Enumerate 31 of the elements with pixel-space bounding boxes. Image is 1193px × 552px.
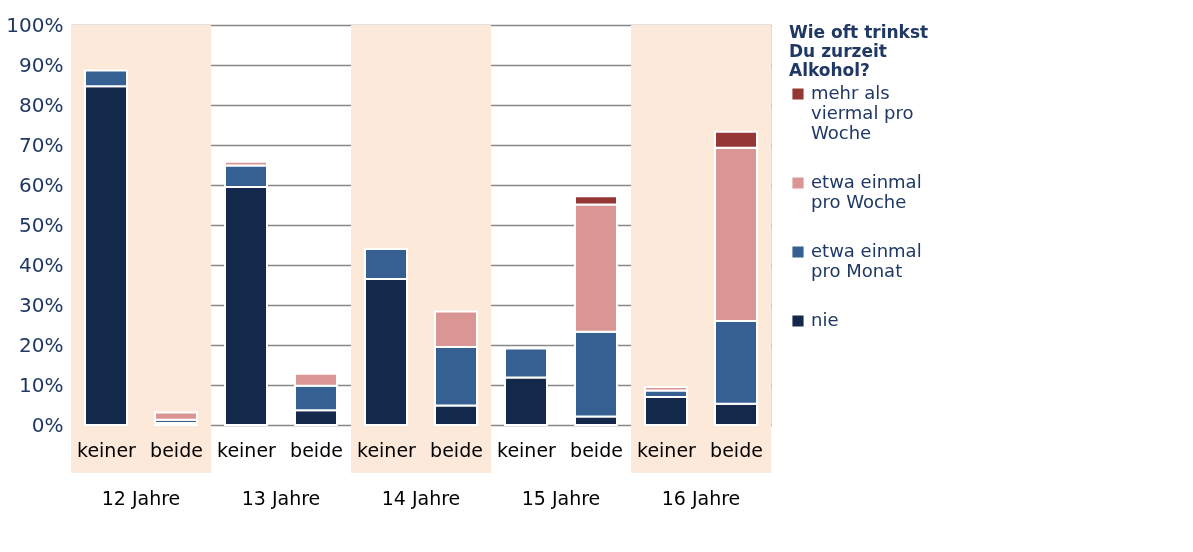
text: 16 Jahre <box>661 487 741 509</box>
text: 13 Jahre <box>241 487 321 509</box>
y-tick-label: 0% <box>31 412 64 437</box>
y-tick-label: 90% <box>19 52 64 77</box>
x-tick-label: keiner <box>497 438 557 461</box>
x-tick-label: beide <box>710 438 763 461</box>
y-tick-label: 50% <box>19 212 64 237</box>
y-tick-label: 30% <box>19 292 64 317</box>
x-tick-label: beide <box>150 438 203 461</box>
y-tick-label: 60% <box>19 172 64 197</box>
x-tick-label: keiner <box>637 438 697 461</box>
legend-label: nie <box>811 309 839 330</box>
y-tick-label: 80% <box>19 92 64 117</box>
text: 12 Jahre <box>101 487 181 509</box>
x-tick-label: keiner <box>77 438 137 461</box>
x-tick-label: beide <box>290 438 343 461</box>
text: 14 Jahre <box>381 487 461 509</box>
legend-label: etwa einmal pro Woche <box>811 171 922 212</box>
y-tick-label: 70% <box>19 132 64 157</box>
text: 15 Jahre <box>521 487 601 509</box>
legend-label: mehr als viermal pro Woche <box>811 82 914 143</box>
x-tick-label: beide <box>570 438 623 461</box>
x-tick-label: keiner <box>217 438 277 461</box>
legend-title: Wie oft trinkst Du zurzeit Alkohol? <box>789 22 929 80</box>
x-tick-label: keiner <box>357 438 417 461</box>
legend-label: etwa einmal pro Monat <box>811 240 922 281</box>
y-tick-label: 100% <box>6 12 64 37</box>
y-tick-label: 40% <box>19 252 64 277</box>
y-tick-label: 20% <box>19 332 64 357</box>
y-tick-label: 10% <box>19 372 64 397</box>
x-tick-label: beide <box>430 438 483 461</box>
